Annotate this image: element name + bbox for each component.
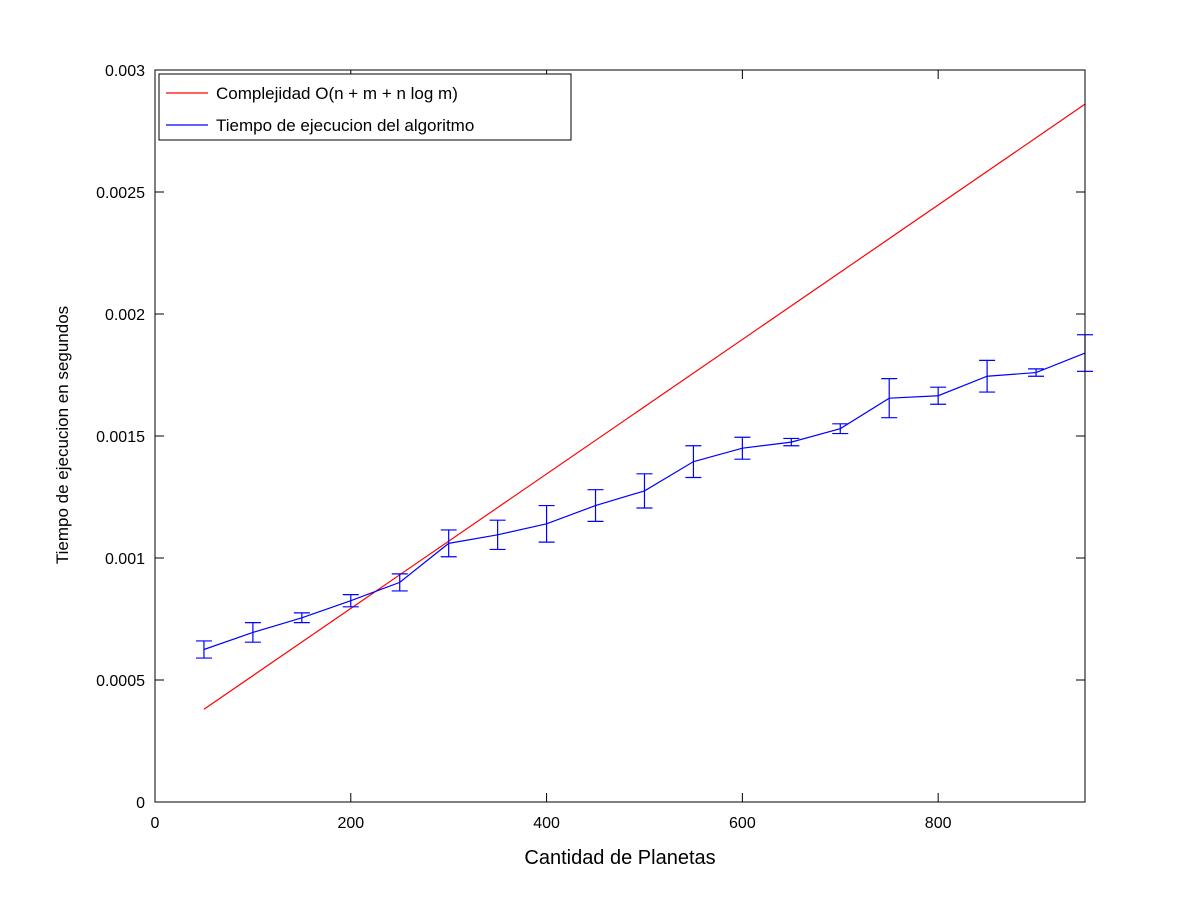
axes: 0 200 400 600 800 0 0.0005 0.001 0.0015 0.002 0.00…	[96, 63, 1086, 832]
error-bar	[979, 359, 996, 393]
plot-area	[195, 103, 1093, 710]
error-bar	[538, 504, 555, 543]
x-tick-label: 200	[337, 815, 364, 832]
error-bar	[293, 612, 310, 624]
y-axis-title: Tiempo de ejecucion en segundos	[53, 306, 72, 564]
error-bar	[881, 378, 898, 419]
error-bar	[440, 529, 457, 558]
y-tick-label: 0.003	[105, 63, 145, 80]
y-tick-label: 0.0005	[96, 673, 145, 690]
y-tick-label: 0	[136, 795, 145, 812]
legend: Complejidad O(n + m + n log m) Tiempo de…	[158, 73, 572, 141]
legend-label-complexity: Complejidad O(n + m + n log m)	[216, 84, 458, 103]
series-line-0	[203, 103, 1086, 710]
x-tick-label: 800	[925, 815, 952, 832]
error-bar	[783, 437, 800, 447]
y-tick-label: 0.002	[105, 307, 145, 324]
error-bar	[342, 593, 359, 608]
y-tick-label: 0.001	[105, 551, 145, 568]
error-bar	[685, 445, 702, 479]
x-tick-label: 0	[151, 815, 160, 832]
x-tick-label: 400	[533, 815, 560, 832]
x-tick-label: 600	[729, 815, 756, 832]
error-bar	[636, 473, 653, 509]
error-bar	[832, 423, 849, 435]
y-tick-label: 0.0015	[96, 429, 145, 446]
error-bar	[930, 386, 947, 405]
legend-label-runtime: Tiempo de ejecucion del algoritmo	[216, 116, 474, 135]
y-tick-label: 0.0025	[96, 185, 145, 202]
x-axis-title: Cantidad de Planetas	[524, 847, 715, 869]
axes-frame	[154, 69, 1086, 803]
legend-box	[158, 73, 572, 141]
error-bar	[587, 489, 604, 523]
error-bar	[195, 640, 212, 659]
error-bar	[391, 573, 408, 592]
error-bar	[489, 519, 506, 551]
error-bar	[244, 622, 261, 643]
error-bar	[734, 436, 751, 460]
error-bar	[1028, 368, 1045, 377]
